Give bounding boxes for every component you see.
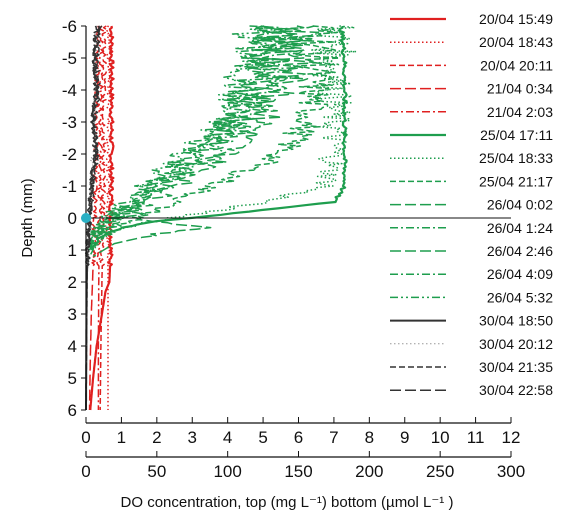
x-axis-title: DO concentration, top (mg L⁻¹) bottom (µ…	[121, 494, 454, 511]
series-line-5	[96, 25, 105, 410]
origin-marker	[81, 213, 91, 223]
y-tick-label: 0	[68, 209, 77, 228]
y-tick-label: -6	[62, 17, 77, 36]
legend-label: 20/04 18:43	[479, 34, 553, 50]
legend: 20/04 15:49 20/04 18:43 20/04 20:11 21/04 0…	[390, 11, 553, 398]
y-tick-label: -2	[62, 145, 77, 164]
y-tick-label: 2	[68, 273, 77, 292]
x-tick-label-umol: 50	[147, 462, 166, 481]
series-line-9	[92, 25, 320, 258]
x-tick-labels-mg: 0 1 2 3 4 5 6 7 8 9 10 11 12	[81, 417, 520, 447]
x-tick-label-mg: 3	[188, 428, 197, 447]
x-tick-label-mg: 12	[502, 428, 521, 447]
x-tick-label-mg: 4	[223, 428, 232, 447]
y-tick-label: 3	[68, 305, 77, 324]
x-tick-label-mg: 0	[81, 428, 90, 447]
legend-label: 30/04 20:12	[479, 336, 553, 352]
legend-label: 20/04 20:11	[480, 57, 553, 73]
legend-label: 25/04 18:33	[479, 150, 553, 166]
x-tick-label-umol: 150	[284, 462, 312, 481]
legend-label: 30/04 21:35	[479, 359, 553, 375]
series-line-12	[88, 25, 283, 251]
x-tick-label-umol: 250	[426, 462, 454, 481]
legend-label: 26/04 5:32	[487, 289, 553, 305]
x-tick-label-umol: 200	[355, 462, 383, 481]
x-tick-label-umol: 100	[213, 462, 241, 481]
y-tick-label: -1	[62, 177, 77, 196]
legend-label: 26/04 0:02	[487, 197, 553, 213]
x-tick-label-mg: 11	[467, 428, 485, 447]
series-line-2	[105, 25, 112, 410]
series-line-13	[86, 25, 276, 251]
x-tick-label-mg: 5	[258, 428, 267, 447]
y-tick-label: 4	[68, 337, 77, 356]
x-tick-label-mg: 10	[431, 428, 450, 447]
y-axis-title: Depth (mm)	[19, 178, 36, 257]
legend-label: 25/04 21:17	[479, 173, 553, 189]
y-tick-label: -3	[62, 113, 77, 132]
x-tick-label-mg: 9	[400, 428, 409, 447]
y-tick-label: 6	[68, 401, 77, 420]
legend-label: 21/04 0:34	[487, 81, 553, 97]
legend-label: 26/04 2:46	[487, 243, 553, 259]
x-tick-label-mg: 6	[294, 428, 303, 447]
legend-label: 30/04 22:58	[479, 382, 553, 398]
x-tick-label-mg: 2	[152, 428, 161, 447]
legend-label: 20/04 15:49	[479, 11, 553, 27]
legend-label: 26/04 1:24	[487, 220, 553, 236]
x-tick-label-mg: 1	[117, 428, 126, 447]
x-tick-label-mg: 7	[329, 428, 338, 447]
x-tick-label-mg: 8	[365, 428, 374, 447]
legend-label: 30/04 18:50	[479, 313, 553, 329]
y-tick-label: -5	[62, 49, 77, 68]
x-tick-label-umol: 300	[497, 462, 525, 481]
x-tick-labels-umol: 0 50 100 150 200 250 300	[81, 451, 525, 481]
y-tick-label: -4	[62, 81, 77, 100]
y-tick-label: 5	[68, 369, 77, 388]
y-tick-labels: -6 -5 -4 -3 -2 -1 0 1 2 3 4 5 6	[62, 17, 86, 420]
series-line-8	[88, 25, 341, 257]
x-tick-label-umol: 0	[81, 462, 90, 481]
y-tick-label: 1	[68, 241, 77, 260]
legend-label: 25/04 17:11	[480, 127, 553, 143]
legend-label: 21/04 2:03	[487, 104, 553, 120]
series-line-6	[90, 26, 348, 251]
series-line-3	[99, 25, 108, 410]
legend-label: 26/04 4:09	[487, 266, 553, 282]
